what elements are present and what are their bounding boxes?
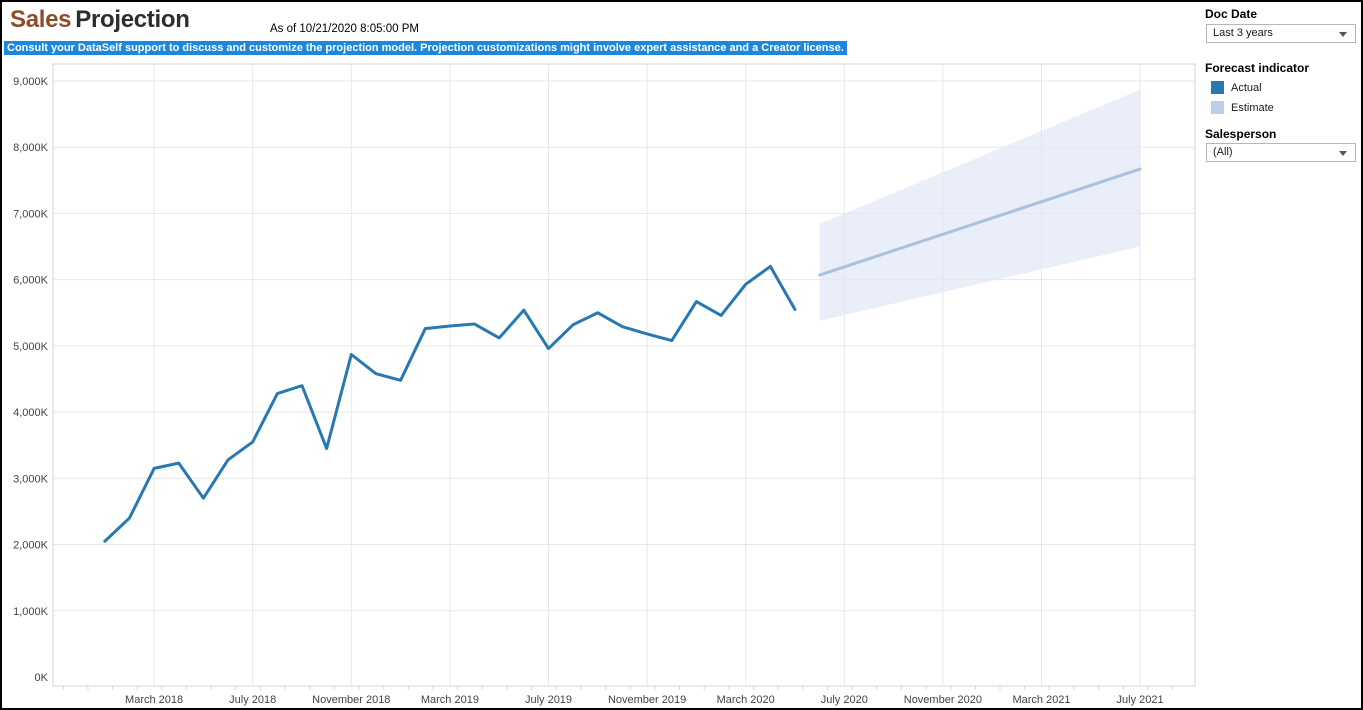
x-tick-label: July 2021: [1117, 694, 1164, 706]
x-tick-label: November 2019: [608, 694, 686, 706]
chevron-down-icon: [1339, 32, 1347, 37]
x-tick-label: March 2020: [717, 694, 775, 706]
y-tick-label: 3,000K: [13, 473, 49, 485]
x-tick-label: November 2018: [312, 694, 390, 706]
x-tick-label: March 2021: [1012, 694, 1070, 706]
y-tick-label: 6,000K: [13, 275, 49, 287]
salesperson-value: (All): [1213, 146, 1233, 158]
x-tick-label: November 2020: [904, 694, 982, 706]
actual-line[interactable]: [103, 264, 797, 543]
page-title-rest: Projection: [75, 6, 190, 33]
legend-label-estimate: Estimate: [1231, 102, 1274, 114]
salesperson-label: Salesperson: [1205, 127, 1277, 141]
y-tick-label: 5,000K: [13, 341, 49, 353]
legend-swatch-actual: [1211, 81, 1224, 94]
estimate-line[interactable]: [818, 167, 1142, 277]
x-tick-label: March 2019: [421, 694, 479, 706]
x-tick-label: July 2019: [525, 694, 572, 706]
doc-date-value: Last 3 years: [1213, 27, 1273, 39]
chevron-down-icon: [1339, 151, 1347, 156]
y-tick-label: 4,000K: [13, 407, 49, 419]
y-tick-label: 1,000K: [13, 606, 49, 618]
as-of-timestamp: As of 10/21/2020 8:05:00 PM: [270, 23, 419, 35]
y-tick-label: 0K: [35, 672, 49, 684]
forecast-indicator-label: Forecast indicator: [1205, 61, 1310, 75]
legend-swatch-estimate: [1211, 101, 1224, 114]
legend-label-actual: Actual: [1231, 82, 1262, 94]
doc-date-dropdown[interactable]: Last 3 years: [1206, 24, 1356, 43]
salesperson-dropdown[interactable]: (All): [1206, 143, 1356, 162]
x-tick-label: July 2020: [821, 694, 868, 706]
y-tick-label: 2,000K: [13, 540, 49, 552]
notice-banner: Consult your DataSelf support to discuss…: [4, 41, 847, 55]
y-tick-label: 9,000K: [13, 76, 49, 88]
page-title-accent: Sales: [10, 6, 72, 33]
doc-date-label: Doc Date: [1205, 7, 1258, 21]
x-tick-label: July 2018: [229, 694, 276, 706]
y-tick-label: 8,000K: [13, 142, 49, 154]
page-title: Sales Projection: [10, 6, 190, 34]
x-tick-label: March 2018: [125, 694, 183, 706]
y-tick-label: 7,000K: [13, 208, 49, 220]
